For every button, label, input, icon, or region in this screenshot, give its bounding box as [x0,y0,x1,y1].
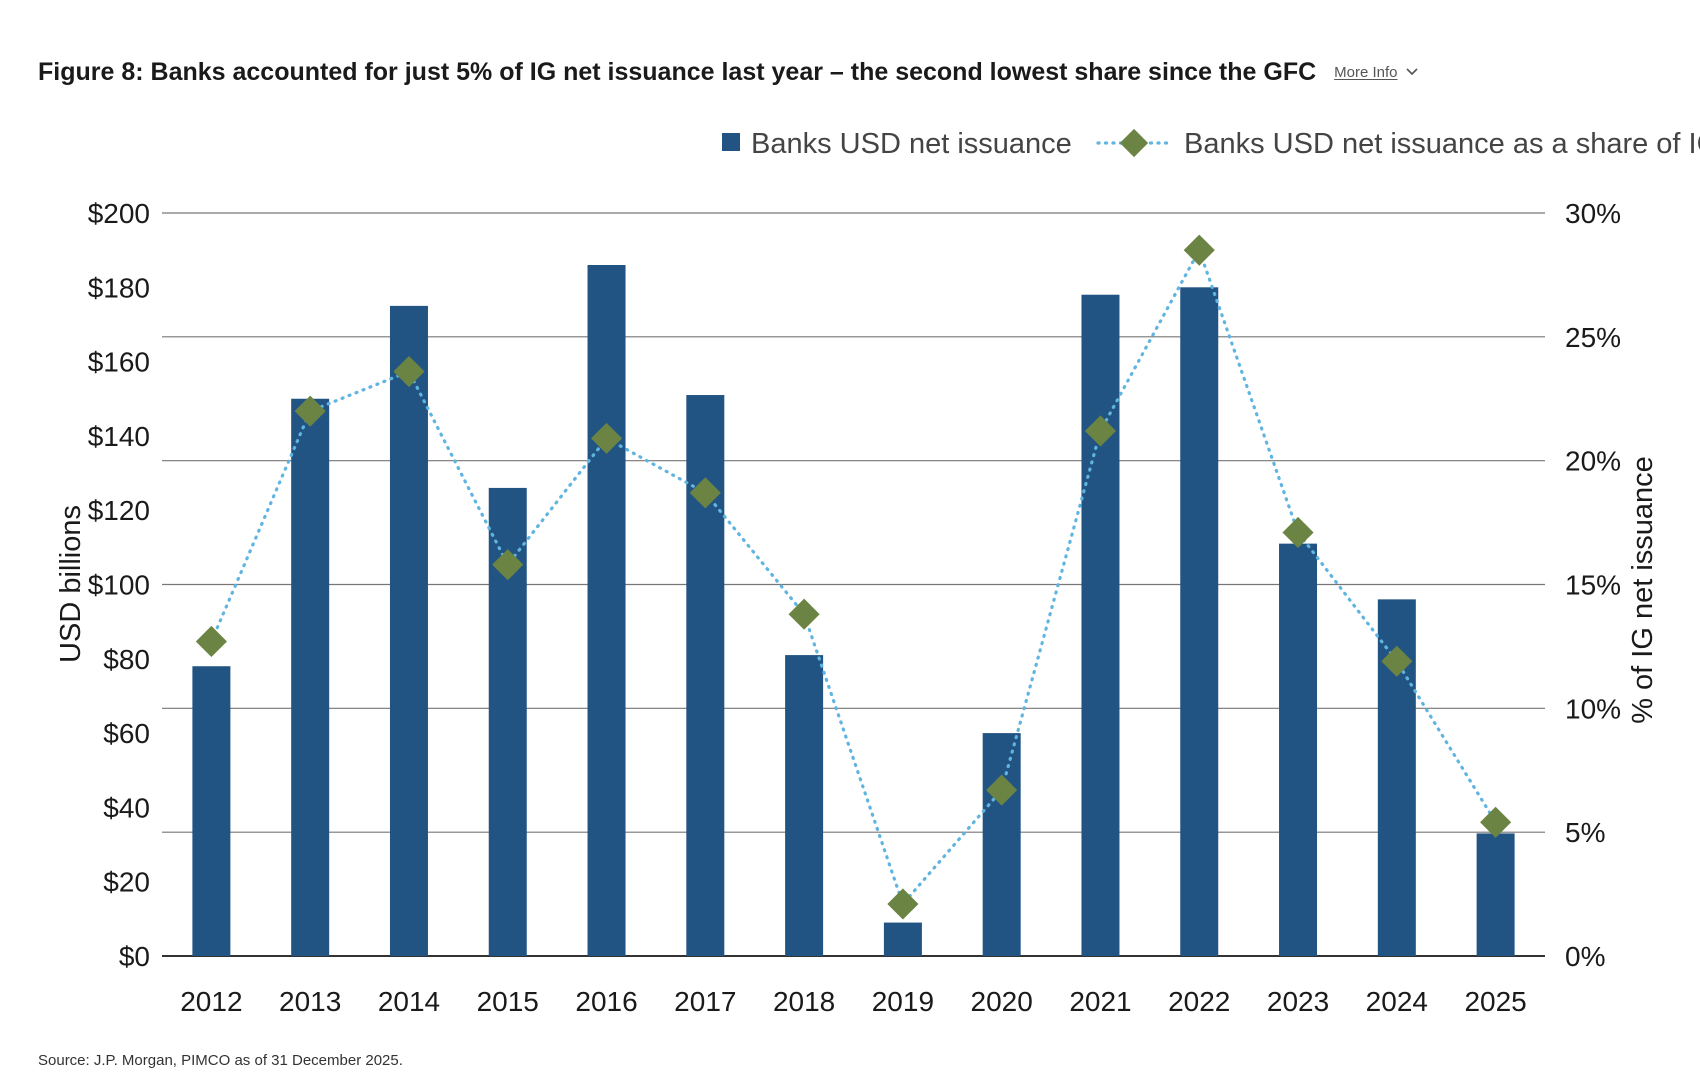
chart-header: Figure 8: Banks accounted for just 5% of… [38,52,1678,92]
bar-2023 [1279,543,1318,956]
x-tick-label: 2025 [1464,986,1526,1017]
left-tick-label: $200 [88,198,150,229]
left-tick-label: $0 [119,941,150,972]
share-marker-2017 [689,477,721,509]
bar-line-chart: $0 $20 $40 $60 $80 $100 $120 $140 $160 $180 $200 0… [55,128,1700,1017]
bar-2019 [883,922,922,956]
x-tick-label: 2022 [1168,986,1230,1017]
chevron-down-icon [1405,68,1418,76]
legend: Banks USD net issuance Banks USD net iss… [722,128,1700,160]
bar-2018 [785,655,824,956]
share-marker-2023 [1282,516,1314,549]
bar-2012 [192,666,231,956]
share-marker-2018 [788,598,820,630]
x-tick-label: 2013 [279,986,341,1017]
x-tick-label: 2020 [971,986,1033,1017]
left-tick-label: $160 [88,347,150,378]
left-axis-ticks: $0 $20 $40 $60 $80 $100 $120 $140 $160 $180 $200 [88,198,150,972]
source-note: Source: J.P. Morgan, PIMCO as of 31 Dece… [38,1052,403,1069]
legend-line-label: Banks USD net issuance as a share of IG [1184,128,1700,160]
bar-2020 [982,733,1021,956]
left-tick-label: $180 [88,272,150,303]
bars [192,265,1515,957]
x-axis-ticks: 2012 2013 2014 2015 2016 2017 2018 2019 2020 2021… [180,986,1527,1017]
right-axis-title: % of IG net issuance [1627,456,1659,724]
share-marker-2021 [1084,415,1117,447]
x-tick-label: 2015 [477,986,539,1017]
left-tick-label: $40 [103,792,150,823]
left-tick-label: $140 [88,421,150,452]
left-tick-label: $100 [88,570,150,601]
share-marker-2025 [1480,806,1512,838]
right-tick-label: 30% [1565,198,1621,229]
share-marker-2013 [294,395,326,427]
legend-diamond-icon [1119,128,1149,158]
right-tick-label: 10% [1565,693,1621,724]
bar-2016 [587,265,626,956]
x-tick-label: 2016 [575,986,637,1017]
left-tick-label: $80 [103,644,150,675]
more-info-button[interactable]: More Info [1334,63,1418,81]
legend-bar-label: Banks USD net issuance [751,128,1072,160]
bar-2021 [1081,294,1120,957]
share-marker-2022 [1183,234,1215,266]
bar-2022 [1180,287,1219,956]
left-axis-title: USD billions [55,505,87,663]
share-marker-2016 [590,422,623,454]
share-marker-2019 [887,888,919,920]
x-tick-label: 2023 [1267,986,1329,1017]
bar-2014 [389,305,428,956]
right-axis-ticks: 0% 5% 10% 15% 20% 25% 30% [1565,198,1621,972]
more-info-label: More Info [1334,63,1398,81]
share-line [209,246,1498,908]
x-tick-label: 2024 [1366,986,1428,1017]
left-tick-label: $120 [88,495,150,526]
share-marker-2014 [393,355,425,388]
bar-2025 [1476,833,1515,956]
right-tick-label: 25% [1565,322,1621,353]
gridlines [162,212,1545,957]
left-tick-label: $20 [103,867,150,898]
x-tick-label: 2012 [180,986,242,1017]
bar-2013 [291,398,330,956]
x-tick-label: 2014 [378,986,440,1017]
x-tick-label: 2017 [674,986,736,1017]
share-series-line [209,246,1498,908]
chart-title: Figure 8: Banks accounted for just 5% of… [38,57,1317,86]
x-tick-label: 2019 [872,986,934,1017]
right-tick-label: 0% [1565,941,1605,972]
x-tick-label: 2018 [773,986,835,1017]
right-tick-label: 20% [1565,446,1621,477]
share-marker-2012 [195,625,227,658]
left-tick-label: $60 [103,718,150,749]
x-tick-label: 2021 [1069,986,1131,1017]
right-tick-label: 5% [1565,817,1605,848]
right-tick-label: 15% [1565,570,1621,601]
legend-bar-swatch [722,133,740,151]
